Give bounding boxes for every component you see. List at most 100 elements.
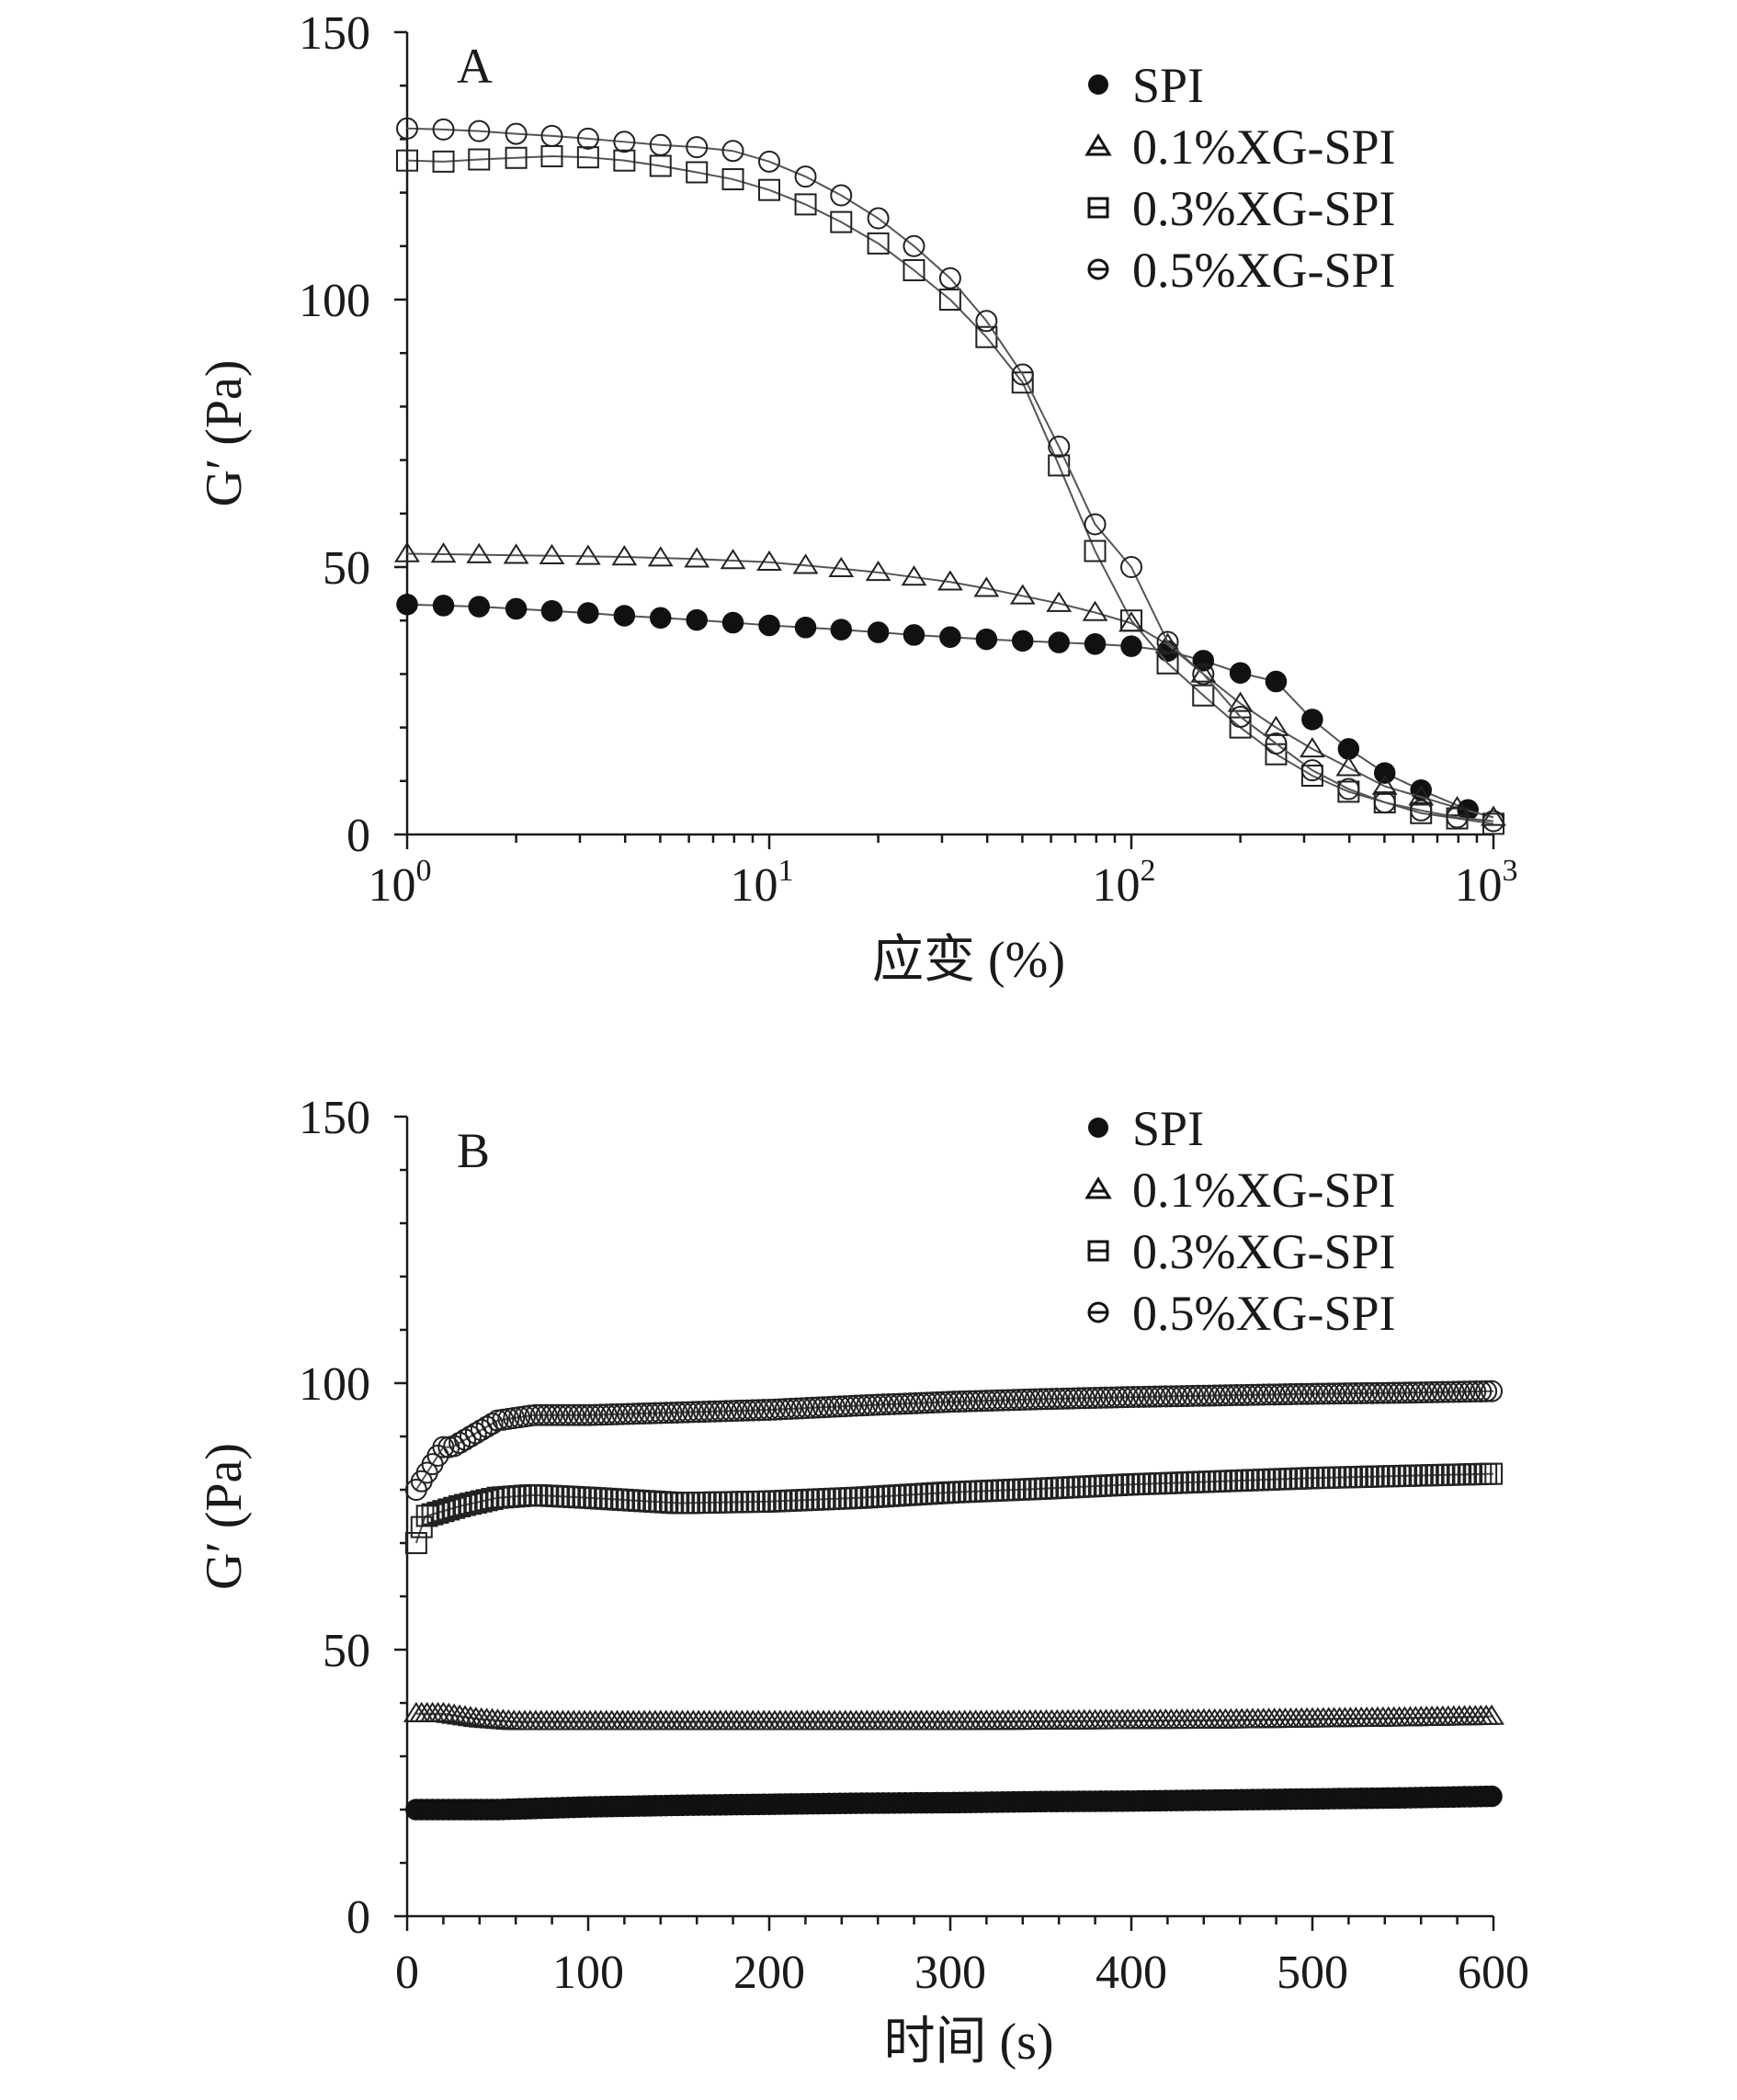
data-point [970,1390,993,1413]
data-point [1328,1382,1351,1405]
data-point [867,232,890,255]
data-point [1084,539,1107,562]
data-point [861,1393,884,1416]
data-point [948,1391,971,1413]
data-point [1410,799,1433,822]
data-point [893,1392,916,1415]
data-point [1274,1383,1297,1406]
legend: SPI 0.1%XG-SPI 0.3%XG-SPI 0.5%XG-SPI [1084,58,1396,298]
data-point [938,267,961,289]
legend-label: SPI [1132,58,1204,113]
data-point [1011,630,1034,653]
data-point [432,118,455,141]
series-line [406,552,1494,819]
data-point [1229,705,1252,728]
series-0.5%XG-SPI [396,117,1504,833]
x-tick-label: 103 [1455,854,1518,912]
data-point [758,614,780,637]
data-point [830,184,853,207]
data-point [686,161,709,184]
x-tick-base: 10 [1455,859,1503,912]
data-point [432,150,455,173]
data-point [794,165,817,188]
data-point [1436,1380,1459,1403]
data-point [1300,759,1323,782]
data-point [747,1399,770,1422]
data-point [1127,1385,1150,1408]
data-point [1442,1380,1465,1403]
data-point [1481,1462,1504,1485]
data-point [758,150,780,173]
data-point [643,1402,666,1425]
data-point [1301,709,1323,731]
data-point [1311,1382,1334,1405]
data-point [576,146,599,169]
data-point [396,117,418,140]
data-point [396,149,418,172]
data-point [1057,1387,1080,1410]
legend-label: 0.5%XG-SPI [1132,1286,1396,1341]
data-point [794,193,817,216]
data-point [720,1400,743,1423]
data-point [1029,1388,1052,1411]
data-point [839,1394,862,1417]
series-SPI [405,1785,1503,1821]
data-point [647,546,674,567]
data-point [503,543,529,564]
data-point [975,310,998,333]
data-point [1089,1386,1112,1409]
legend-label: SPI [1132,1101,1204,1156]
data-point [578,1403,601,1426]
data-point [649,1402,672,1425]
data-point [882,1392,905,1415]
series-0.3%XG-SPI [404,1462,1504,1554]
x-tick-label: 101 [731,854,794,912]
data-point [1190,662,1217,683]
data-point [818,1395,841,1418]
data-point [807,1396,830,1419]
data-point [611,545,638,566]
data-point [1048,631,1070,653]
legend-label: 0.5%XG-SPI [1132,243,1396,298]
x-tick-label: 400 [1096,1947,1167,1999]
data-point [1337,778,1360,800]
data-point [992,1389,1015,1412]
data-point [888,1392,911,1415]
data-point [638,1402,661,1425]
x-tick-base: 10 [369,859,416,912]
data-point [1481,805,1506,826]
data-point [709,1400,732,1423]
y-axis-title: G′ (Pa) [196,1443,253,1590]
data-point [1464,1380,1487,1403]
data-point [600,1403,623,1426]
data-point [432,595,455,617]
data-point [986,1389,1009,1412]
data-point [540,124,563,147]
data-point [938,289,961,311]
data-point [464,1422,487,1445]
legend-triangle-shape [1084,133,1112,156]
data-point [1082,600,1108,621]
data-point [1024,1388,1047,1411]
data-point [1404,1381,1427,1404]
data-point [823,1395,846,1418]
data-point [568,1403,591,1426]
data-point [774,1398,797,1421]
data-point [1335,755,1362,777]
data-point [828,1395,851,1418]
data-point [551,1403,574,1426]
data-point [1120,609,1142,632]
data-point [454,1428,477,1451]
data-point [1299,737,1325,758]
data-point [915,1391,938,1414]
data-point [753,1399,776,1422]
data-point [468,119,491,142]
data-point [1227,691,1254,712]
data-point [577,602,599,624]
data-point [1373,791,1396,814]
data-point [613,131,636,153]
data-point [1100,1386,1123,1409]
data-point [633,1402,656,1425]
legend-triangle-shape [1084,1176,1112,1199]
data-point [1084,513,1107,536]
